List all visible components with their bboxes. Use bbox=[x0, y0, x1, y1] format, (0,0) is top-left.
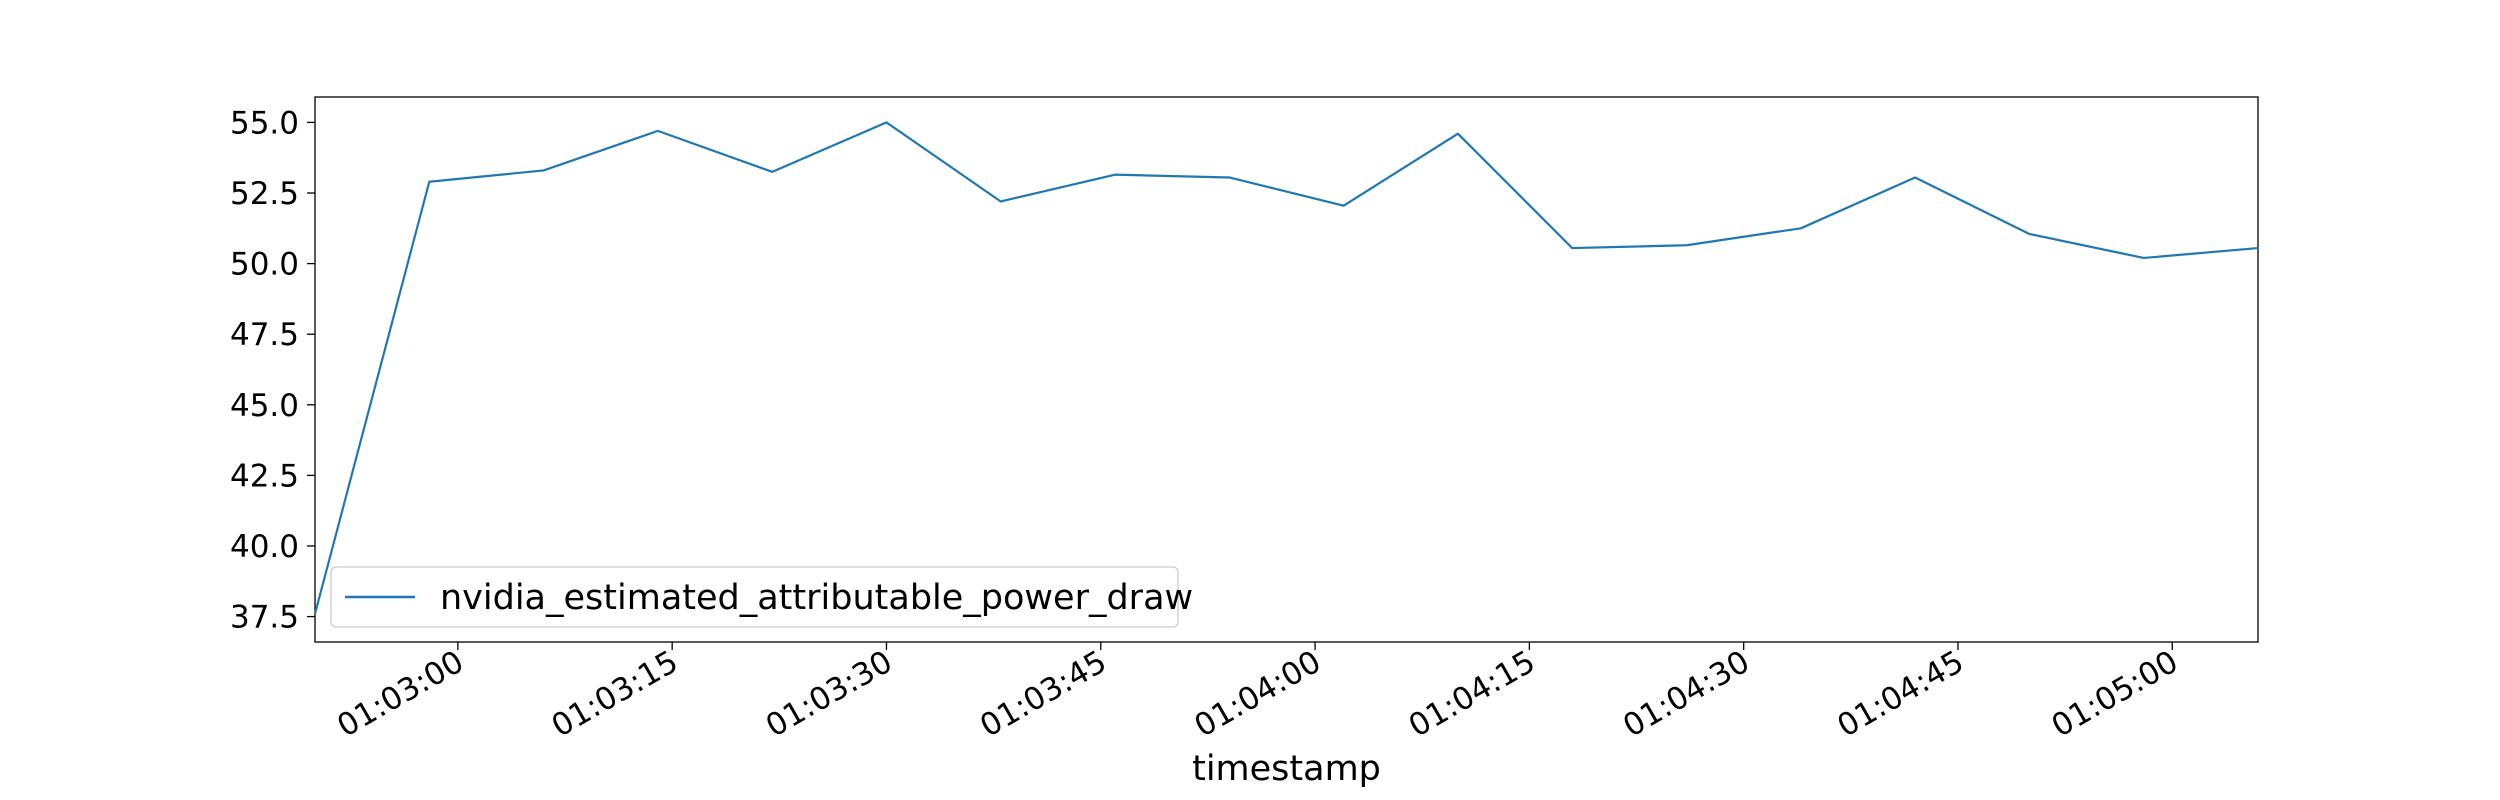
plot-area bbox=[314, 96, 2259, 643]
series-layer bbox=[313, 121, 2259, 615]
y-tick-label: 47.5 bbox=[230, 317, 299, 353]
y-tick-label: 45.0 bbox=[230, 388, 299, 424]
y-axis: 37.5 40.0 42.5 45.0 47.5 50.0 52.5 55.0 bbox=[230, 105, 315, 636]
y-tick-label: 42.5 bbox=[230, 458, 299, 494]
x-axis-title: timestamp bbox=[1192, 749, 1381, 789]
y-tick-label: 40.0 bbox=[230, 529, 299, 565]
legend: nvidia_estimated_attributable_power_draw bbox=[330, 566, 1193, 628]
y-tick-label: 52.5 bbox=[230, 176, 299, 212]
legend-label: nvidia_estimated_attributable_power_draw bbox=[440, 578, 1193, 618]
plot-frame bbox=[314, 96, 2259, 643]
y-tick-label: 37.5 bbox=[230, 600, 299, 636]
y-tick-label: 50.0 bbox=[230, 247, 299, 283]
legend-box bbox=[330, 566, 1179, 628]
series-line-0 bbox=[313, 121, 2259, 615]
y-tick-label: 55.0 bbox=[230, 105, 299, 141]
